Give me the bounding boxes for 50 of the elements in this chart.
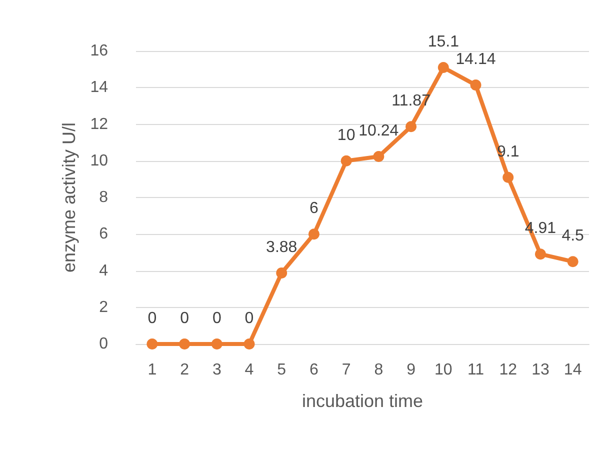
- point: [244, 338, 255, 350]
- data-label: 15.1: [428, 33, 460, 50]
- x-tick-label: 6: [310, 362, 319, 378]
- x-tick-label: 13: [532, 362, 550, 378]
- y-axis-title: enzyme activity U/l: [59, 122, 79, 273]
- data-label: 0: [148, 310, 157, 327]
- x-tick-label: 7: [342, 362, 351, 378]
- x-tick-label: 11: [467, 362, 484, 378]
- data-label: 0: [212, 310, 222, 327]
- y-tick-label: 0: [99, 336, 108, 352]
- point: [146, 338, 158, 350]
- x-tick-label: 9: [406, 362, 416, 378]
- x-axis-title: incubation time: [302, 391, 424, 411]
- point: [502, 172, 514, 183]
- data-label: 10: [337, 126, 356, 144]
- y-tick-label: 14: [90, 79, 108, 96]
- y-tick-label: 6: [99, 226, 108, 243]
- data-label: 10.24: [358, 122, 399, 140]
- data-label: 0: [180, 310, 190, 327]
- y-tick-label: 2: [99, 298, 108, 316]
- point: [567, 256, 578, 268]
- point: [340, 155, 352, 166]
- data-label: 6: [310, 200, 319, 218]
- point: [470, 80, 482, 91]
- x-tick-label: 10: [434, 362, 452, 378]
- x-tick-label: 8: [374, 362, 384, 378]
- x-tick-label: 4: [244, 362, 254, 378]
- data-label: 0: [244, 310, 254, 327]
- data-label: 14.14: [456, 51, 496, 68]
- point: [276, 267, 288, 278]
- point: [534, 248, 546, 260]
- x-tick-label: 2: [180, 362, 190, 378]
- point: [308, 228, 320, 240]
- point: [179, 338, 190, 350]
- point: [373, 150, 384, 162]
- y-tick-label: 12: [90, 116, 108, 133]
- y-tick-label: 8: [99, 189, 108, 206]
- y-tick-label: 10: [90, 152, 108, 170]
- x-tick-label: 1: [148, 362, 157, 378]
- x-tick-label: 5: [277, 362, 286, 378]
- point: [438, 62, 449, 73]
- data-label: 3.88: [266, 238, 298, 256]
- y-tick-label: 4: [99, 262, 108, 280]
- x-tick-label: 14: [564, 362, 582, 378]
- point: [406, 121, 417, 132]
- x-tick-label: 3: [212, 362, 222, 378]
- point: [211, 338, 222, 350]
- x-tick-label: 12: [499, 362, 518, 378]
- data-label: 4.5: [562, 228, 584, 245]
- y-tick-label: 16: [90, 42, 108, 60]
